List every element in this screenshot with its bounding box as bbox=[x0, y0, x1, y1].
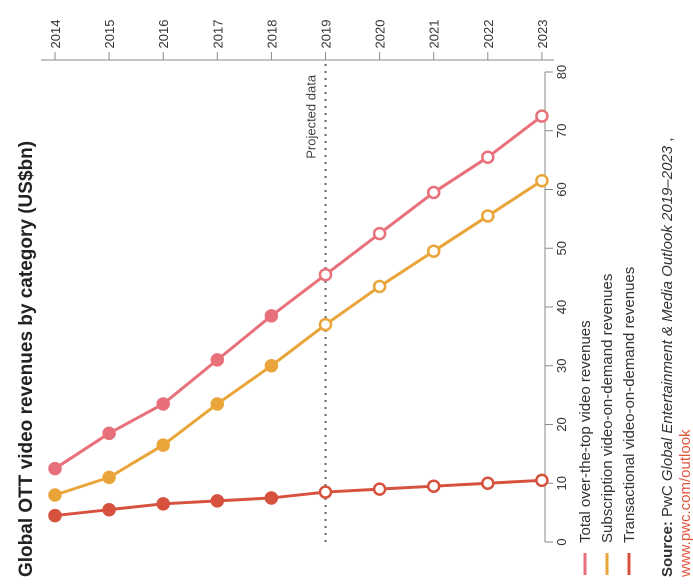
data-point bbox=[210, 353, 225, 367]
data-point bbox=[102, 426, 116, 441]
data-point bbox=[318, 267, 333, 282]
data-point bbox=[372, 279, 387, 294]
source-title: Global Entertainment & Media Outlook 201… bbox=[659, 145, 676, 481]
data-point bbox=[48, 488, 62, 502]
series-line bbox=[54, 114, 543, 470]
data-point bbox=[264, 309, 279, 323]
data-point bbox=[535, 473, 549, 488]
data-point bbox=[481, 150, 495, 164]
data-point bbox=[264, 359, 279, 373]
value-tick-label: 30 bbox=[554, 359, 569, 373]
data-point bbox=[535, 173, 549, 188]
data-point bbox=[372, 482, 387, 496]
data-point bbox=[481, 209, 495, 223]
projected-label: Projected data bbox=[304, 74, 319, 159]
data-point bbox=[102, 502, 116, 517]
source-label: Source: bbox=[659, 521, 676, 577]
series-2 bbox=[48, 173, 549, 502]
series-line bbox=[54, 478, 542, 518]
data-point bbox=[48, 508, 62, 523]
data-point bbox=[318, 485, 333, 499]
source-citation: Source: PwC Global Entertainment & Media… bbox=[659, 138, 676, 577]
year-tick-label: 2023 bbox=[535, 20, 550, 49]
year-tick-label: 2022 bbox=[481, 20, 496, 49]
data-point bbox=[210, 494, 225, 508]
series-1 bbox=[48, 109, 549, 476]
year-tick-label: 2018 bbox=[264, 20, 279, 49]
data-point bbox=[156, 438, 170, 452]
data-point bbox=[102, 470, 116, 485]
value-tick-label: 70 bbox=[554, 124, 569, 138]
year-tick-label: 2014 bbox=[48, 20, 63, 49]
data-point bbox=[210, 397, 225, 411]
legend-label: Transactional video-on-demand revenues bbox=[621, 267, 638, 543]
series-3 bbox=[48, 473, 549, 523]
year-tick-label: 2016 bbox=[156, 20, 171, 49]
data-point bbox=[48, 461, 62, 476]
value-tick-label: 40 bbox=[554, 300, 569, 314]
data-point bbox=[481, 476, 495, 490]
year-tick-label: 2015 bbox=[102, 20, 117, 49]
source-link[interactable]: www.pwc.com/outlook bbox=[677, 429, 693, 578]
year-tick-label: 2021 bbox=[427, 20, 442, 49]
legend-label: Subscription video-on-demand revenues bbox=[599, 274, 616, 543]
year-tick-label: 2020 bbox=[373, 20, 388, 49]
chart-title: Global OTT video revenues by category (U… bbox=[16, 141, 37, 577]
data-point bbox=[318, 317, 333, 332]
data-point bbox=[426, 479, 441, 493]
data-point bbox=[426, 185, 441, 200]
data-point bbox=[156, 497, 170, 511]
data-point bbox=[372, 226, 387, 241]
legend-label: Total over-the-top video revenues bbox=[577, 320, 594, 543]
data-point bbox=[156, 397, 170, 411]
value-tick-label: 50 bbox=[554, 241, 569, 255]
source-prefix: PwC bbox=[659, 481, 676, 517]
value-tick-label: 0 bbox=[554, 538, 569, 545]
value-tick-label: 60 bbox=[554, 182, 569, 196]
year-tick-label: 2019 bbox=[319, 20, 334, 49]
data-point bbox=[426, 244, 441, 258]
series-line bbox=[54, 179, 543, 497]
value-tick-label: 10 bbox=[554, 476, 569, 490]
value-tick-label: 80 bbox=[554, 65, 569, 79]
data-point bbox=[264, 491, 279, 505]
year-tick-label: 2017 bbox=[210, 20, 225, 49]
data-point bbox=[535, 109, 549, 123]
source-suffix: , bbox=[659, 138, 676, 142]
value-tick-label: 20 bbox=[554, 417, 569, 431]
